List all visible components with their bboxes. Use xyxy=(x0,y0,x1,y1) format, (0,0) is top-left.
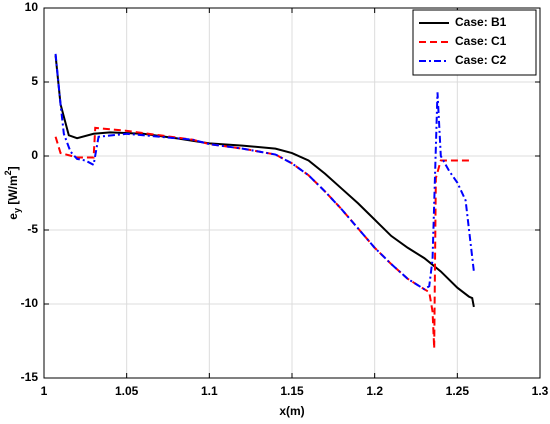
y-axis-label: ey [W/m2] xyxy=(3,166,22,219)
x-tick-label: 1.1 xyxy=(201,384,218,398)
legend-label: Case: B1 xyxy=(455,15,507,29)
legend-label: Case: C2 xyxy=(455,53,507,67)
y-axis-label-part: e xyxy=(6,213,20,220)
y-tick-label: -10 xyxy=(21,296,39,310)
x-tick-label: 1.05 xyxy=(115,384,139,398)
x-tick-label: 1.3 xyxy=(532,384,549,398)
y-axis-label-part: y xyxy=(12,208,22,213)
series-line xyxy=(54,55,475,308)
x-tick-label: 1.15 xyxy=(280,384,304,398)
x-tick-label: 1.2 xyxy=(366,384,383,398)
plot-frame xyxy=(43,7,541,379)
y-axis-label-part: ] xyxy=(6,166,20,170)
legend-label: Case: C1 xyxy=(455,34,507,48)
x-tick-label: 1.25 xyxy=(446,384,470,398)
y-tick-label: 10 xyxy=(25,0,39,14)
y-tick-label: -5 xyxy=(27,222,38,236)
series-line xyxy=(54,126,471,349)
x-tick-label: 1 xyxy=(41,384,48,398)
y-axis-label-part: [W/m xyxy=(6,175,20,208)
x-axis-label: x(m) xyxy=(279,404,304,418)
series-line xyxy=(54,53,475,291)
y-tick-label: 5 xyxy=(31,74,38,88)
y-tick-label: -15 xyxy=(21,370,39,384)
y-tick-label: 0 xyxy=(31,148,38,162)
y-axis-label-part: 2 xyxy=(3,170,13,175)
